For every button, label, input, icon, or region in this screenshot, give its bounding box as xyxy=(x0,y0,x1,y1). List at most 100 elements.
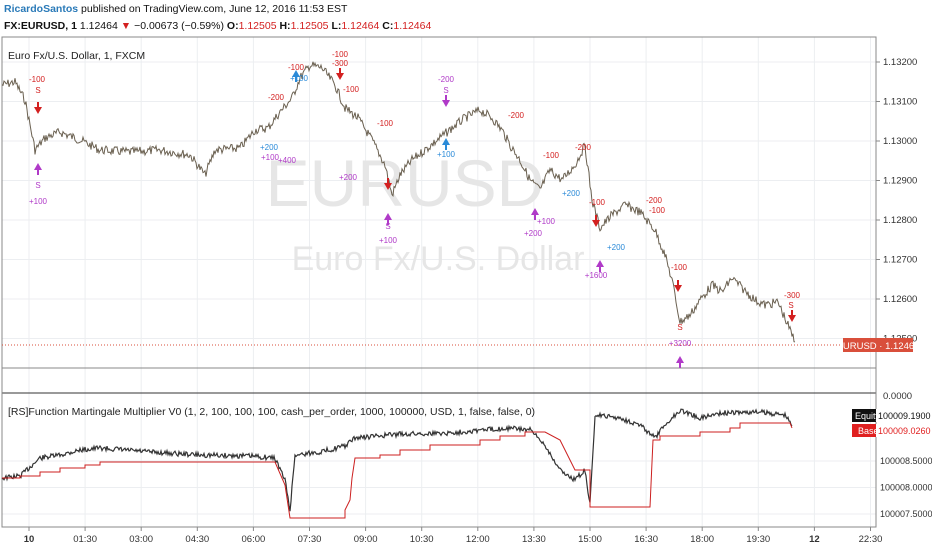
symbol-label: FX:EURUSD, 1 xyxy=(4,20,77,32)
sell-arrow-icon xyxy=(384,183,392,190)
time-tick-label: 10 xyxy=(24,534,35,545)
trade-marker-label: +200 xyxy=(562,189,581,198)
axis-zero-label: 0.0000 xyxy=(883,391,912,402)
price-tick-label: 1.12900 xyxy=(883,176,917,187)
trade-marker-label: S xyxy=(443,86,448,95)
equity-line xyxy=(1,408,793,512)
buy-arrow-icon xyxy=(442,138,450,145)
trade-arrows xyxy=(34,68,796,368)
time-tick-label: 18:00 xyxy=(690,534,714,545)
indicator-pane-title: [RS]Function Martingale Multiplier V0 (1… xyxy=(8,406,535,418)
time-tick-label: 09:00 xyxy=(354,534,378,545)
time-tick-label: 04:30 xyxy=(185,534,209,545)
trade-marker-label: S xyxy=(385,222,390,231)
price-tick-label: 1.13000 xyxy=(883,136,917,147)
trade-marker-label: -100 xyxy=(543,151,560,160)
trade-marker-label: +100 xyxy=(290,74,309,83)
base-tag-label: Base xyxy=(858,426,879,436)
equity-tag-value: 100009.1900 xyxy=(878,411,931,421)
trade-marker-label: -200 xyxy=(268,93,285,102)
price-tick-label: 1.12700 xyxy=(883,255,917,266)
trade-marker-label: -100 xyxy=(288,63,305,72)
time-tick-label: 07:30 xyxy=(298,534,322,545)
watermark-symbol: EURUSD xyxy=(266,146,545,220)
down-arrow-icon: ▼ xyxy=(120,20,132,32)
trade-marker-label: -200 xyxy=(575,143,592,152)
time-tick-label: 06:00 xyxy=(242,534,266,545)
sell-arrow-icon xyxy=(336,73,344,80)
last-price: 1.12464 xyxy=(79,20,118,32)
trade-marker-label: +100 xyxy=(29,197,48,206)
low-label: L: xyxy=(331,20,342,32)
trade-marker-label: +100 xyxy=(379,236,398,245)
price-axis[interactable]: 1.13200 1.13100 1.13000 1.12900 1.12800 1.127… xyxy=(876,57,917,345)
buy-arrow-icon xyxy=(531,208,539,215)
high-value: 1.12505 xyxy=(290,20,329,32)
trade-marker-label: +200 xyxy=(260,143,279,152)
price-tag-label: EURUSD · 1.12464 xyxy=(837,341,920,352)
time-tick-label: 22:30 xyxy=(859,534,883,545)
open-label: O: xyxy=(226,20,239,32)
trade-marker-label: -100 xyxy=(377,119,394,128)
time-tick-label: 12:00 xyxy=(466,534,490,545)
time-tick-label: 12 xyxy=(809,534,820,545)
indicator-tick-label: 100007.5000 xyxy=(880,509,932,519)
trade-marker-label: -200 xyxy=(438,75,455,84)
price-tick-label: 1.13100 xyxy=(883,97,917,108)
trade-marker-label: -100 xyxy=(589,198,606,207)
price-tick-label: 1.12800 xyxy=(883,215,917,226)
low-value: 1.12464 xyxy=(341,20,380,32)
symbol-header: FX:EURUSD, 1 1.12464 ▼ −0.00673 (−0.59%)… xyxy=(4,20,431,32)
price-change: −0.00673 (−0.59%) xyxy=(134,20,224,32)
price-tick-label: 1.13200 xyxy=(883,57,917,68)
open-value: 1.12505 xyxy=(238,20,277,32)
trade-marker-label: +200 xyxy=(524,229,543,238)
buy-arrow-icon xyxy=(384,213,392,220)
price-tag xyxy=(843,338,913,352)
main-pane-title: Euro Fx/U.S. Dollar, 1, FXCM xyxy=(8,50,145,62)
base-tag-value: 100009.0260 xyxy=(878,426,931,436)
close-label: C: xyxy=(382,20,394,32)
trade-marker-label: +400 xyxy=(278,156,297,165)
indicator-axis[interactable]: 100008.5000 100008.0000 100007.5000 xyxy=(880,456,932,519)
trade-marker-label: -100 xyxy=(29,75,46,84)
sell-arrow-icon xyxy=(442,100,450,107)
time-axis[interactable]: 10 01:30 03:00 04:30 06:00 07:30 09:00 10:30 12:… xyxy=(24,527,883,545)
time-tick-label: 01:30 xyxy=(73,534,97,545)
indicator-tick-label: 100008.0000 xyxy=(880,483,932,493)
buy-arrow-icon xyxy=(676,356,684,363)
buy-arrow-icon xyxy=(596,260,604,267)
sell-arrow-icon xyxy=(592,220,600,227)
indicator-series xyxy=(1,408,793,519)
trade-marker-label: +100 xyxy=(261,153,280,162)
sell-arrow-icon xyxy=(788,315,796,322)
trade-marker-label: -100 xyxy=(332,50,349,59)
trade-marker-label: -300 xyxy=(784,291,801,300)
price-series xyxy=(1,61,796,343)
author-name[interactable]: RicardoSantos xyxy=(4,3,79,15)
sell-arrow-icon xyxy=(34,107,42,114)
trade-markers: -100SS+100-200-100+100-100-300-100+100+4… xyxy=(29,50,801,348)
equity-tag-label: Equity xyxy=(855,411,881,421)
buy-arrow-icon xyxy=(292,70,300,77)
indicator-tick-label: 100008.5000 xyxy=(880,456,932,466)
time-tick-label: 19:30 xyxy=(746,534,770,545)
watermark-name: Euro Fx/U.S. Dollar xyxy=(292,240,585,278)
time-tick-label: 03:00 xyxy=(129,534,153,545)
trade-marker-label: +1600 xyxy=(585,271,608,280)
high-label: H: xyxy=(279,20,291,32)
trade-marker-label: -300 xyxy=(332,59,349,68)
trade-marker-label: -100 xyxy=(649,206,666,215)
trade-marker-label: S xyxy=(35,86,40,95)
indicator-pane-frame xyxy=(1,367,877,528)
price-line xyxy=(1,61,796,343)
trade-marker-label: +200 xyxy=(607,243,626,252)
grid-lines xyxy=(2,37,876,527)
time-tick-label: 10:30 xyxy=(410,534,434,545)
trade-marker-label: +3200 xyxy=(669,339,692,348)
trade-marker-label: -100 xyxy=(343,85,360,94)
trade-marker-label: +100 xyxy=(437,150,456,159)
trade-marker-label: +100 xyxy=(537,217,556,226)
published-text: published on TradingView.com, June 12, 2… xyxy=(81,3,348,15)
